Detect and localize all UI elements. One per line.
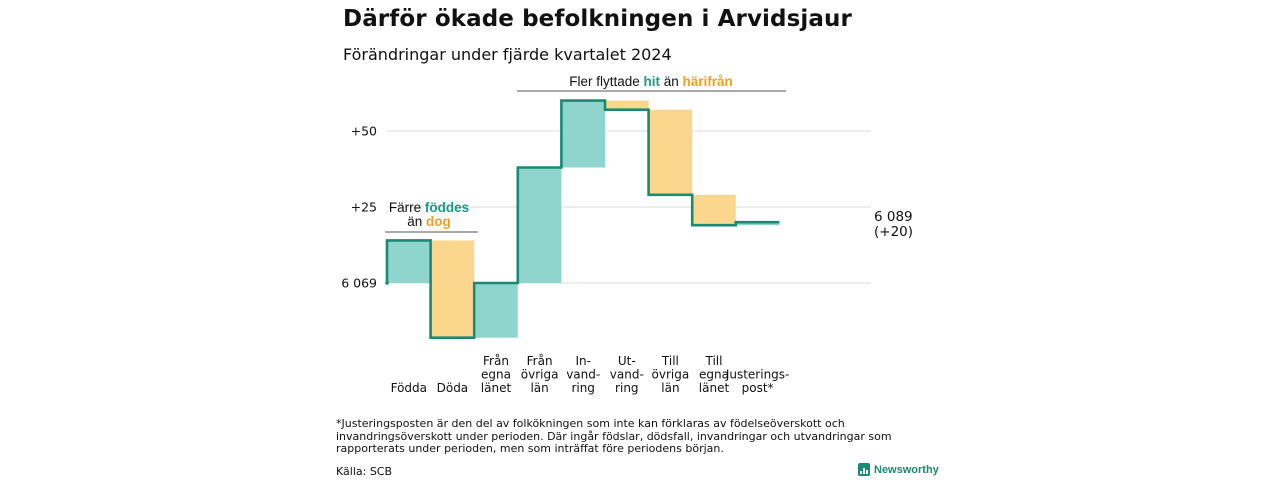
x-label-justeringspost: Justerings-post* bbox=[725, 368, 790, 396]
y-tick-label-2: +50 bbox=[351, 124, 377, 139]
bar-fodda bbox=[387, 240, 431, 283]
bar-utvandring bbox=[605, 100, 649, 110]
y-tick-label-0: 6 069 bbox=[341, 276, 377, 291]
running-total-path bbox=[385, 99, 780, 339]
x-axis-labels: Födda Döda Från egna länet Från övriga länIn-va… bbox=[391, 354, 790, 395]
x-label-invandring: In-vand-ring bbox=[566, 354, 600, 395]
bar-doda bbox=[430, 240, 475, 338]
running-total-line bbox=[385, 99, 780, 339]
bars bbox=[387, 100, 780, 338]
chart-title: Därför ökade befolkningen i Arvidsjaur bbox=[343, 6, 852, 32]
bar-till-ovriga-lan bbox=[648, 109, 693, 195]
start-point bbox=[385, 281, 389, 285]
x-label-fran-ovriga-lan: Från övriga län bbox=[521, 354, 559, 395]
newsworthy-icon bbox=[858, 463, 870, 476]
source-label: Källa: SCB bbox=[336, 465, 393, 478]
x-label-till-ovriga-lan: Till övriga län bbox=[652, 354, 690, 395]
end-value-label: 6 089 bbox=[874, 209, 913, 225]
footnote: *Justeringsposten är den del av folkökni… bbox=[336, 417, 892, 455]
end-change-label: (+20) bbox=[874, 224, 913, 240]
bar-fran-ovriga-lan bbox=[517, 167, 562, 283]
x-label-fodda: Födda bbox=[391, 381, 427, 395]
y-axis-ticks: 6 069 +25 +50 bbox=[341, 124, 377, 291]
brand-logo: Newsworthy bbox=[858, 463, 939, 476]
bar-justeringspost bbox=[735, 222, 780, 226]
y-tick-label-1: +25 bbox=[351, 200, 377, 215]
x-label-doda: Döda bbox=[437, 381, 469, 395]
x-label-fran-egna-lanet: Från egna länet bbox=[481, 354, 512, 395]
bar-till-egna-lanet bbox=[692, 194, 736, 226]
x-label-till-egna-lanet: Till egna länet bbox=[699, 354, 730, 395]
bar-fran-egna-lanet bbox=[474, 283, 518, 338]
migration-annotation: Fler flyttade hit än härifrån bbox=[569, 74, 733, 89]
chart-subtitle: Förändringar under fjärde kvartalet 2024 bbox=[343, 45, 672, 64]
brand-name: Newsworthy bbox=[874, 463, 939, 476]
bar-invandring bbox=[561, 100, 605, 168]
births-deaths-annotation-line2: än dog bbox=[407, 214, 451, 229]
x-label-utvandring: Ut-vand-ring bbox=[610, 354, 644, 395]
births-deaths-annotation-line1: Färre föddes bbox=[389, 200, 469, 215]
waterfall-chart: 6 069 +25 +50 Födda Döda Från egna länet Från öv… bbox=[341, 74, 913, 395]
